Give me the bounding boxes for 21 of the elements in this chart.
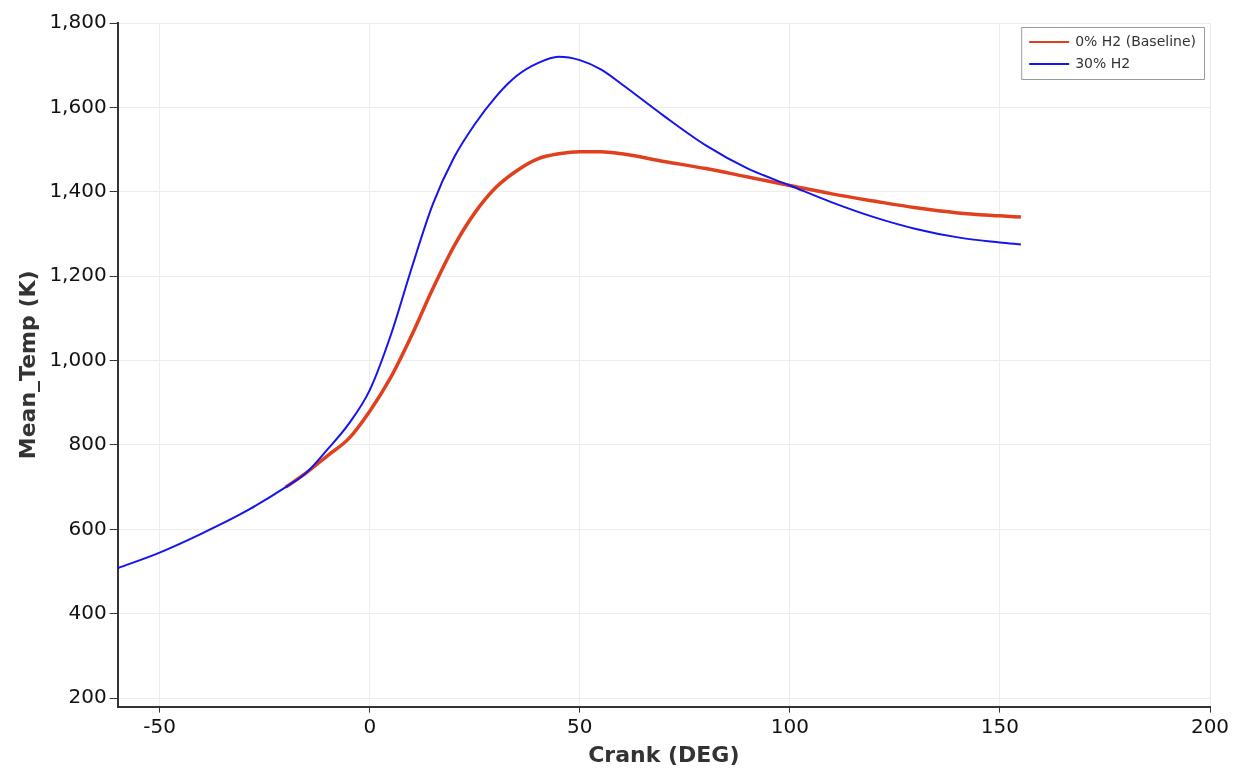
x-tick-label: 150 bbox=[980, 713, 1020, 738]
y-tick-label: 1,200 bbox=[49, 262, 107, 287]
x-tick-label: 0 bbox=[363, 713, 377, 738]
x-tick-label: 50 bbox=[567, 713, 593, 738]
x-tick-label: -50 bbox=[143, 713, 177, 738]
legend-label: 30% H2 bbox=[1075, 54, 1131, 71]
y-tick-label: 1,000 bbox=[49, 346, 107, 371]
line-series bbox=[283, 149, 1023, 489]
line-series bbox=[117, 55, 1022, 570]
y-tick-label: 1,600 bbox=[49, 93, 107, 118]
x-tick-label: 100 bbox=[770, 713, 809, 738]
y-tick-label: 800 bbox=[68, 431, 107, 456]
y-tick-label: 400 bbox=[68, 599, 107, 624]
y-tick-label: 1,400 bbox=[49, 177, 107, 202]
y-tick-label: 600 bbox=[68, 515, 107, 540]
x-tick-label: 200 bbox=[1190, 713, 1230, 738]
legend-label: 0% H2 (Baseline) bbox=[1075, 32, 1196, 49]
y-axis-title: Mean_Temp (K) bbox=[14, 270, 40, 460]
x-axis-title: Crank (DEG) bbox=[588, 741, 740, 767]
y-tick-label: 200 bbox=[68, 684, 107, 709]
y-tick-label: 1,800 bbox=[49, 9, 107, 34]
